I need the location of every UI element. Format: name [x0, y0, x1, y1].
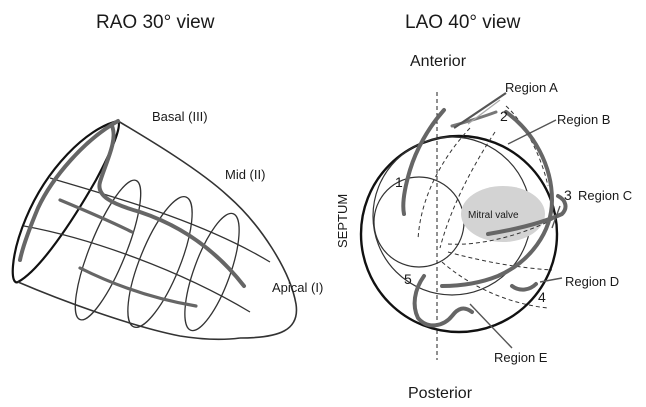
rao-section-ring-2: [127, 196, 193, 328]
region-e-label: Region E: [494, 350, 548, 365]
divider-dashed-3: [447, 217, 557, 245]
segment-3-label: 3: [564, 187, 572, 203]
inner-circle: [373, 176, 465, 268]
rao-artery-top-branch: [97, 124, 246, 288]
mid-label: Mid (II): [225, 167, 265, 182]
rao-meridian-2: [49, 177, 271, 263]
region-a-leader-b: [467, 99, 501, 125]
artery-4-branch: [510, 282, 538, 292]
rao-shell-top: [117, 120, 298, 339]
region-d-label: Region D: [565, 274, 619, 289]
artery-5-pda: [412, 274, 474, 328]
segment-4-label: 4: [538, 289, 546, 305]
segment-2-label: 2: [500, 108, 508, 124]
region-a-label: Region A: [505, 80, 558, 95]
rao-artery-short-branch: [58, 198, 134, 234]
artery-circumflex: [440, 110, 555, 288]
divider-dashed-2: [439, 131, 496, 249]
region-b-leader: [507, 119, 557, 145]
apical-label: Apical (I): [272, 280, 323, 295]
divider-dashed-5: [441, 261, 549, 309]
mitral-valve-label: Mitral valve: [468, 210, 519, 221]
rao-artery-bottom: [78, 266, 198, 308]
rao-meridian-1: [23, 225, 251, 313]
outer-ventricle-circle: [359, 134, 559, 334]
artery-1-lad: [401, 108, 446, 216]
region-a-leader: [453, 92, 507, 129]
region-e-leader: [469, 303, 513, 349]
segment-1-label: 1: [395, 174, 403, 190]
basal-label: Basal (III): [152, 109, 208, 124]
divider-dashed-4: [447, 251, 553, 271]
region-d-leader: [539, 277, 563, 283]
rao-artery-left-arc: [18, 119, 120, 262]
rao-section-ring-1: [74, 179, 142, 321]
region-c-leader: [551, 205, 561, 229]
segment-5-label: 5: [404, 271, 412, 287]
rao-section-ring-3: [184, 212, 240, 332]
rao-title: RAO 30° view: [96, 12, 215, 33]
septum-label: SEPTUM: [335, 194, 350, 248]
anterior-label: Anterior: [410, 53, 467, 70]
region-c-label: Region C: [578, 188, 632, 203]
posterior-label: Posterior: [408, 385, 473, 402]
rao-shell-bottom: [17, 281, 241, 341]
lao-title: LAO 40° view: [405, 12, 521, 33]
artery-3-branch: [486, 194, 568, 236]
divider-dashed-1: [417, 127, 471, 241]
lao-view: LAO 40° view Anterior Posterior SEPTUM M…: [335, 12, 632, 402]
region-b-label: Region B: [557, 112, 610, 127]
rao-view: RAO 30° view Basal (III) Mid (II) Apical…: [11, 12, 323, 341]
